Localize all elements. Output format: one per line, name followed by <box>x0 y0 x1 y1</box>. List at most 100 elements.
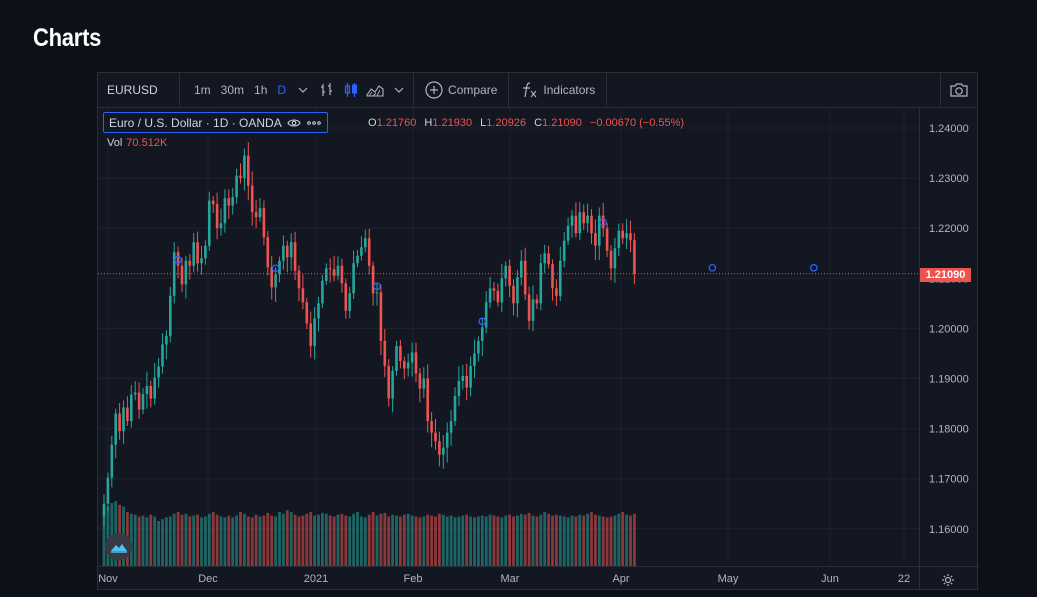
price-tick-label: 1.23000 <box>929 173 969 185</box>
area-chart-style-icon[interactable] <box>363 73 387 107</box>
bar-chart-style-icon[interactable] <box>315 73 339 107</box>
volume-bar <box>161 519 164 566</box>
ohlc-values: O1.21760 H1.21930 L1.20926 C1.21090 −0.0… <box>368 117 689 129</box>
candle-body <box>301 288 305 303</box>
candle-body <box>504 265 507 279</box>
indicators-label: Indicators <box>543 83 596 97</box>
event-marker[interactable] <box>271 264 280 273</box>
candle-body <box>332 269 336 276</box>
candle-body <box>247 155 250 186</box>
candle-body <box>559 260 562 296</box>
candle-body <box>609 250 613 269</box>
volume-bar <box>543 512 547 566</box>
candle-body <box>391 370 394 399</box>
interval-30m[interactable]: 30m <box>220 83 245 97</box>
time-tick-label: Apr <box>612 573 629 585</box>
volume-bar <box>594 514 597 566</box>
interval-dropdown-chevron-icon[interactable] <box>291 73 315 107</box>
event-marker[interactable] <box>174 255 182 264</box>
candle-body <box>325 268 328 281</box>
time-tick-label: Dec <box>198 573 218 585</box>
candle-body <box>523 260 527 295</box>
candle-body <box>590 215 593 234</box>
candle-body <box>375 292 379 294</box>
price-chart-canvas[interactable]: 1.240001.230001.220001.210001.200001.190… <box>98 73 977 589</box>
candle-body <box>566 225 570 241</box>
volume-bar <box>371 512 375 566</box>
event-marker[interactable] <box>599 218 608 227</box>
candle-body <box>586 215 589 224</box>
candle-body <box>137 392 141 410</box>
candle-body <box>297 270 301 289</box>
volume-bar <box>406 513 410 566</box>
volume-bar <box>551 515 554 566</box>
high-label: H <box>424 117 433 129</box>
series-legend[interactable]: Euro / U.S. Dollar · 1D · OANDA <box>103 112 328 133</box>
candle-body <box>305 302 309 324</box>
candle-body <box>348 293 351 311</box>
camera-icon <box>950 83 968 97</box>
volume-bar <box>289 512 293 566</box>
interval-1h[interactable]: 1h <box>254 83 268 97</box>
candle-body <box>406 362 410 369</box>
volume-bar <box>597 515 601 566</box>
toolbar-separator <box>606 73 608 107</box>
volume-bar <box>504 515 508 566</box>
volume-bar <box>204 516 207 566</box>
time-tick-label: Jun <box>821 573 839 585</box>
compare-button[interactable]: Compare <box>416 73 506 107</box>
candle-body <box>445 432 449 448</box>
candle-body <box>601 215 605 229</box>
candle-body <box>313 318 316 346</box>
event-marker[interactable] <box>478 317 487 326</box>
price-tick-label: 1.20000 <box>929 323 969 335</box>
volume-bar <box>363 517 367 566</box>
volume-bar <box>480 515 484 566</box>
low-label: L <box>480 117 487 129</box>
candle-body <box>309 323 312 346</box>
chart-settings-button[interactable] <box>939 571 957 589</box>
interval-1d[interactable]: D <box>277 83 287 97</box>
take-snapshot-button[interactable] <box>940 73 977 107</box>
price-tick-label: 1.24000 <box>929 123 969 135</box>
event-marker[interactable] <box>708 263 717 272</box>
volume-bar <box>512 516 515 566</box>
volume-bar <box>519 513 523 566</box>
candle-body <box>360 247 363 256</box>
candles-chart-style-icon[interactable] <box>339 73 363 107</box>
chart-style-dropdown-chevron-icon[interactable] <box>387 73 411 107</box>
candle-body <box>286 245 289 258</box>
symbol-search-button[interactable]: EURUSD <box>98 73 180 107</box>
interval-1m[interactable]: 1m <box>194 83 211 97</box>
volume-bar <box>609 516 613 566</box>
eye-visibility-icon[interactable] <box>287 118 301 128</box>
volume-bar <box>133 514 137 566</box>
candle-body <box>465 375 468 388</box>
low-value: 1.20926 <box>486 117 527 129</box>
volume-bar <box>570 515 574 566</box>
candle-body <box>605 228 609 251</box>
volume-bar <box>282 513 285 566</box>
candle-body <box>399 345 402 361</box>
candle-body <box>367 238 371 266</box>
volume-bar <box>539 514 543 566</box>
candle-body <box>204 245 207 259</box>
candle-body <box>551 264 554 289</box>
event-marker[interactable] <box>809 263 818 272</box>
candle-body <box>133 392 137 395</box>
event-marker[interactable] <box>373 282 381 291</box>
tradingview-logo[interactable] <box>105 533 132 560</box>
candle-body <box>484 302 488 328</box>
volume-bar <box>262 515 266 566</box>
indicators-button[interactable]: Indicators <box>511 73 604 107</box>
tradingview-widget[interactable]: EURUSD 1m 30m 1h D Compare Indicators <box>97 72 979 590</box>
more-options-icon[interactable] <box>306 120 322 126</box>
candle-body <box>200 258 203 264</box>
candle-body <box>481 327 484 341</box>
volume-bar <box>219 516 223 566</box>
candle-body <box>231 197 234 206</box>
open-label: O <box>368 117 377 129</box>
volume-bar <box>137 516 141 566</box>
candle-body <box>547 253 550 265</box>
candle-body <box>340 265 344 284</box>
